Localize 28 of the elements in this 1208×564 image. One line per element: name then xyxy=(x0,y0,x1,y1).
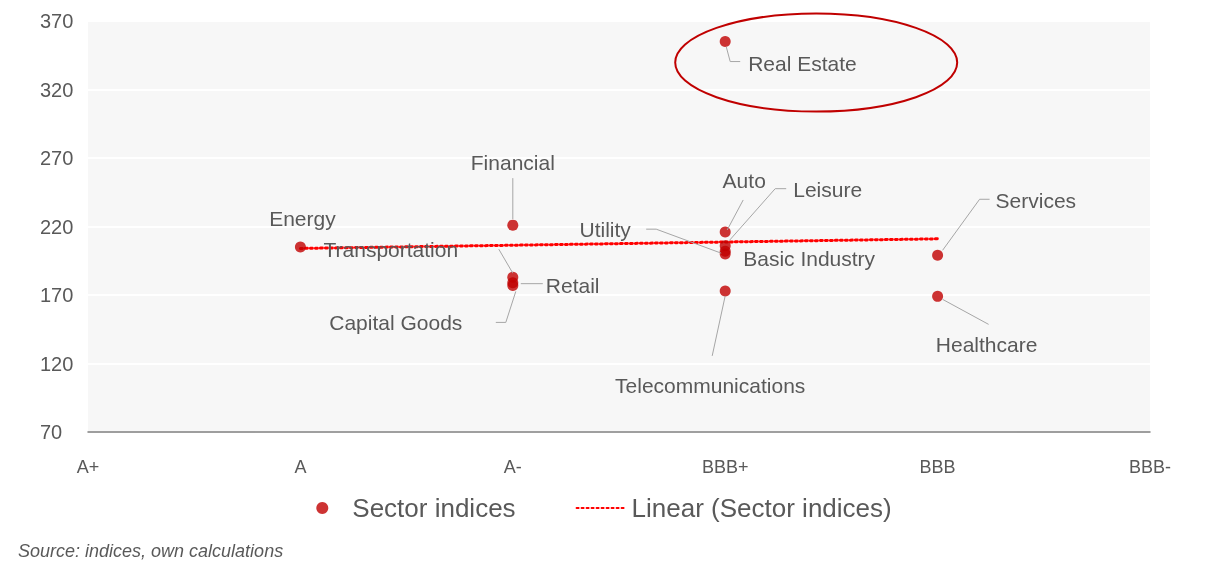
annotation: Telecommunications xyxy=(615,374,806,398)
x-tick-label: BBB+ xyxy=(701,457,749,477)
annotation: Utility xyxy=(579,217,632,241)
y-tick-label: 70 xyxy=(40,421,63,443)
source-note: Source: indices, own calculations xyxy=(18,541,284,561)
x-tick-label: A- xyxy=(503,457,522,477)
y-tick-label: 120 xyxy=(40,352,74,375)
y-tick-label: 270 xyxy=(40,147,74,169)
annotation: Healthcare xyxy=(935,332,1038,356)
annotation: Services xyxy=(995,188,1077,212)
annotation: Financial xyxy=(470,150,555,174)
x-tick-label: A xyxy=(294,457,307,477)
x-tick-label: BBB- xyxy=(1128,457,1172,477)
annotation: Basic Industry xyxy=(743,247,876,271)
annotation: Leisure xyxy=(793,178,863,202)
annotation: Real Estate xyxy=(748,52,857,76)
y-tick-label: 320 xyxy=(40,78,74,101)
annotation: Auto xyxy=(722,169,766,193)
y-tick-label: 370 xyxy=(40,10,74,32)
x-tick-label: A+ xyxy=(76,457,100,477)
y-tick-label: 220 xyxy=(40,215,74,238)
legend-label: Sector indices xyxy=(352,493,516,523)
annotation: Capital Goods xyxy=(329,310,463,334)
annotation: Energy xyxy=(269,206,337,230)
y-tick-label: 170 xyxy=(40,284,74,306)
legend-label: Linear (Sector indices) xyxy=(631,493,892,523)
x-tick-label: BBB xyxy=(919,457,956,477)
annotation: Retail xyxy=(545,274,600,298)
